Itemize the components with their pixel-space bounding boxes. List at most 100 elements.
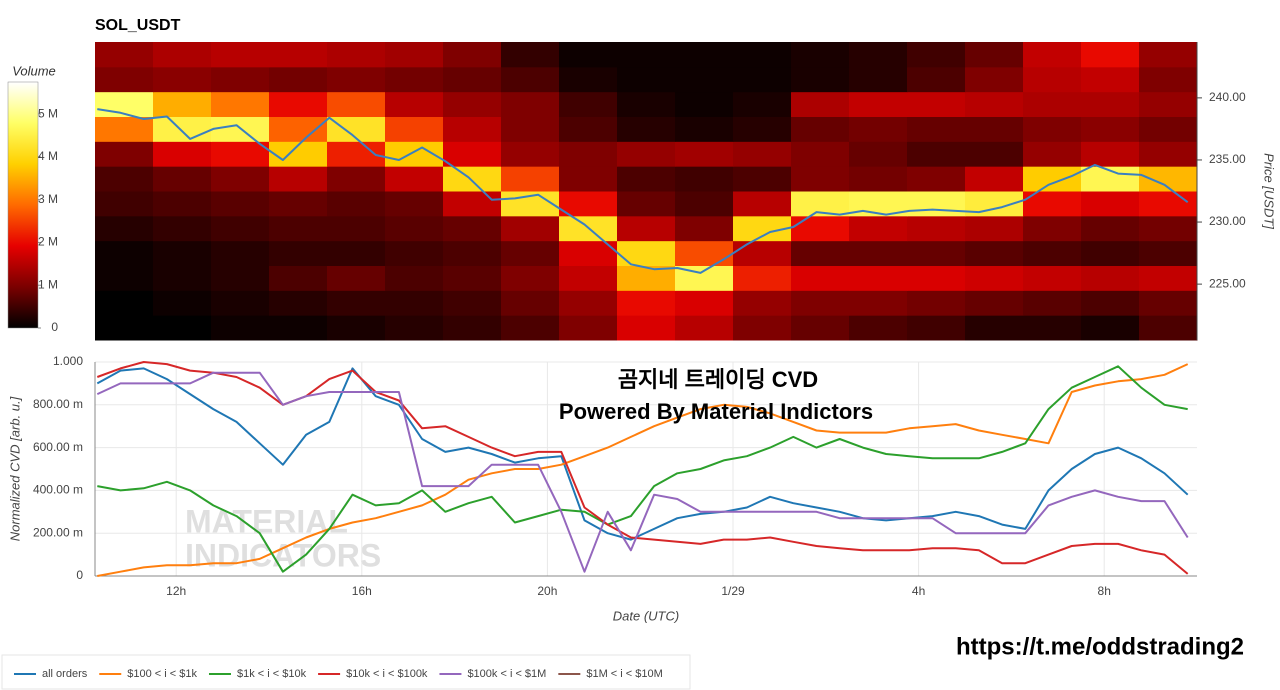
colorbar-tick-label: 2 M: [38, 235, 58, 249]
heat-cell: [1139, 42, 1198, 68]
heat-cell: [675, 42, 734, 68]
cvd-line: [96, 367, 1189, 541]
heat-cell: [965, 265, 1024, 291]
heat-cell: [849, 116, 908, 142]
heat-cell: [269, 191, 328, 217]
heat-cell: [1023, 315, 1082, 341]
heat-cell: [153, 290, 212, 316]
heat-cell: [443, 290, 502, 316]
heat-cell: [443, 240, 502, 266]
heat-cell: [733, 66, 792, 93]
heat-cell: [965, 116, 1024, 142]
y-tick-label: 1.000: [53, 354, 83, 368]
heat-cell: [617, 91, 676, 117]
heat-cell: [1139, 290, 1198, 316]
heat-cell: [95, 141, 154, 167]
heat-cell: [269, 240, 328, 266]
heat-cell: [559, 315, 618, 341]
heat-cell: [1081, 141, 1140, 167]
heat-cell: [501, 141, 560, 167]
heat-cell: [1139, 265, 1198, 291]
heat-cell: [1139, 315, 1198, 341]
heat-cell: [907, 265, 966, 291]
heat-cell: [849, 42, 908, 68]
heat-cell: [675, 141, 734, 167]
heat-cell: [1023, 215, 1082, 242]
heat-cell: [791, 66, 850, 93]
heat-cell: [907, 215, 966, 242]
heat-cell: [1081, 240, 1140, 266]
heat-cell: [385, 191, 444, 217]
heat-cell: [269, 215, 328, 242]
heat-cell: [501, 91, 560, 117]
heat-cell: [211, 166, 270, 192]
y-tick-label: 225.00: [1209, 276, 1246, 290]
heat-cell: [443, 166, 502, 192]
heat-cell: [733, 240, 792, 266]
heat-cell: [385, 42, 444, 68]
heat-cell: [1081, 265, 1140, 291]
heat-cell: [269, 166, 328, 192]
heat-cell: [443, 116, 502, 142]
x-tick-label: 12h: [166, 584, 186, 598]
x-tick-label: 8h: [1098, 584, 1111, 598]
heat-cell: [95, 315, 154, 341]
annotation: https://t.me/oddstrading2: [956, 633, 1244, 660]
heat-cell: [443, 141, 502, 167]
heat-cell: [211, 265, 270, 291]
x-tick-label: 4h: [912, 584, 925, 598]
heat-cell: [443, 315, 502, 341]
heat-cell: [559, 66, 618, 93]
heat-cell: [153, 141, 212, 167]
heat-cell: [733, 42, 792, 68]
heat-cell: [211, 290, 270, 316]
heat-cell: [791, 215, 850, 242]
heat-cell: [675, 166, 734, 192]
x-tick-label: 16h: [352, 584, 372, 598]
heat-cell: [675, 116, 734, 142]
heat-cell: [617, 290, 676, 316]
watermark: INDICATORS: [185, 537, 381, 573]
heat-cell: [211, 215, 270, 242]
heat-cell: [965, 166, 1024, 192]
y-tick-label: 400.00 m: [33, 483, 83, 497]
heat-cell: [501, 265, 560, 291]
legend-label: $100 < i < $1k: [127, 668, 197, 680]
heat-cell: [733, 315, 792, 341]
heat-cell: [1081, 116, 1140, 142]
heat-cell: [327, 191, 386, 217]
heat-cell: [211, 66, 270, 93]
heat-cell: [1023, 91, 1082, 117]
heat-cell: [965, 141, 1024, 167]
heat-cell: [501, 42, 560, 68]
heat-cell: [269, 315, 328, 341]
legend-label: $1k < i < $10k: [237, 668, 307, 680]
heat-cell: [733, 290, 792, 316]
heat-cell: [501, 240, 560, 266]
y-axis-label: Normalized CVD [arb. u.]: [7, 396, 22, 541]
heat-cell: [443, 91, 502, 117]
heat-cell: [849, 265, 908, 291]
heat-cell: [327, 66, 386, 93]
heat-cell: [675, 191, 734, 217]
heat-cell: [791, 290, 850, 316]
heat-cell: [95, 265, 154, 291]
heat-cell: [385, 315, 444, 341]
heat-cell: [327, 290, 386, 316]
heat-cell: [95, 240, 154, 266]
legend-label: $10k < i < $100k: [346, 668, 428, 680]
colorbar-title: Volume: [12, 63, 56, 78]
heat-cell: [327, 315, 386, 341]
heat-cell: [1023, 166, 1082, 192]
y-tick-label: 235.00: [1209, 152, 1246, 166]
heat-cell: [791, 265, 850, 291]
heat-cell: [965, 66, 1024, 93]
x-axis-label: Date (UTC): [613, 608, 679, 623]
heat-cell: [559, 141, 618, 167]
heat-cell: [675, 91, 734, 117]
cvd-line: [96, 361, 1189, 575]
heat-cell: [791, 315, 850, 341]
heat-cell: [1023, 116, 1082, 142]
heat-cell: [907, 116, 966, 142]
heat-cell: [675, 315, 734, 341]
